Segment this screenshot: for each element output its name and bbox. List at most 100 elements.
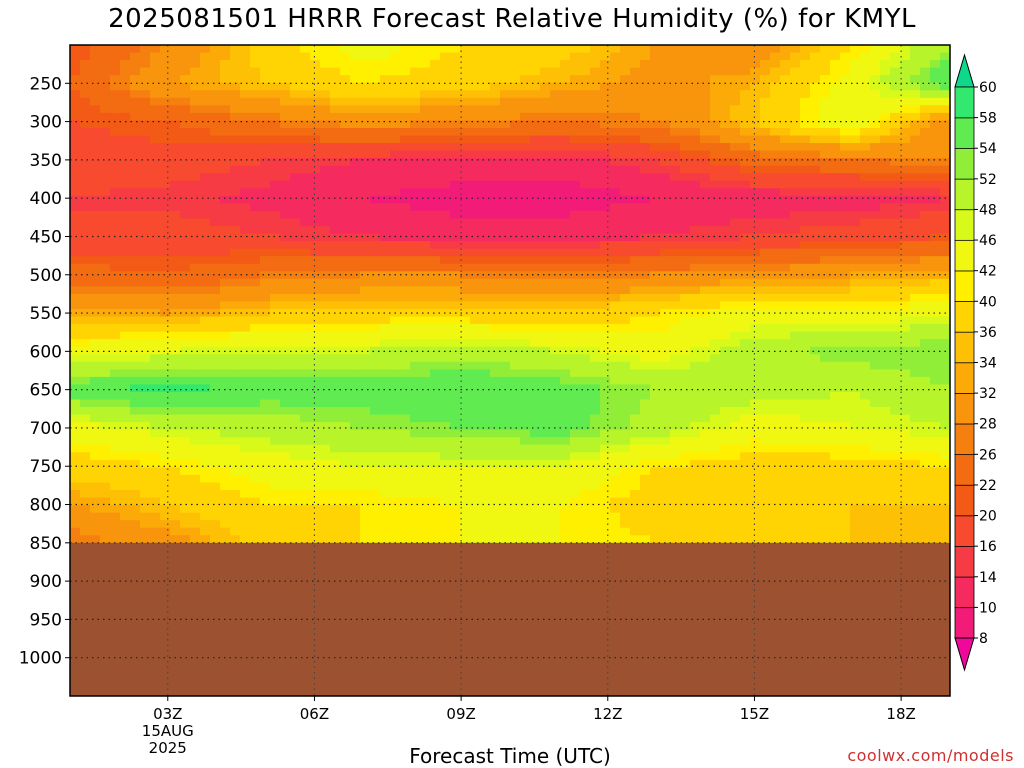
heat-cell (890, 203, 901, 212)
heat-cell (710, 120, 721, 129)
heat-cell (540, 150, 551, 159)
heat-cell (710, 339, 721, 348)
heat-cell (880, 354, 891, 363)
heat-cell (800, 361, 811, 370)
heat-cell (750, 226, 761, 235)
heat-cell (940, 339, 950, 348)
heat-cell (370, 256, 381, 265)
heat-cell (660, 233, 671, 242)
heat-cell (170, 256, 181, 265)
heat-cell (530, 331, 541, 340)
heat-cell (720, 324, 731, 333)
heat-cell (130, 218, 141, 227)
heat-cell (240, 399, 251, 408)
heat-cell (650, 180, 661, 189)
heat-cell (160, 376, 171, 386)
heat-cell (550, 331, 561, 340)
heat-cell (390, 293, 401, 303)
heat-cell (790, 218, 801, 227)
heat-cell (330, 444, 341, 453)
heat-cell (380, 150, 391, 159)
heat-cell (260, 60, 271, 69)
heat-cell (610, 218, 621, 227)
heat-cell (210, 248, 221, 257)
heat-cell (620, 210, 631, 220)
heat-cell (420, 422, 431, 431)
heat-cell (460, 105, 471, 114)
heat-cell (70, 120, 81, 129)
heat-cell (70, 361, 81, 370)
heat-cell (900, 286, 911, 295)
heat-cell (460, 354, 471, 363)
heat-cell (810, 233, 821, 242)
heat-cell (140, 286, 151, 295)
heat-cell (570, 233, 581, 242)
heat-cell (710, 361, 721, 370)
heat-cell (790, 286, 801, 295)
heat-cell (690, 316, 701, 325)
heat-cell (740, 150, 751, 159)
heat-cell (750, 173, 761, 182)
heat-cell (850, 369, 861, 378)
heat-cell (230, 226, 241, 235)
heat-cell (620, 437, 631, 446)
heat-cell (910, 384, 921, 393)
heat-cell (650, 143, 661, 152)
heat-cell (740, 97, 751, 106)
heat-cell (90, 467, 101, 476)
heat-cell (850, 324, 861, 333)
heat-cell (800, 263, 811, 272)
heat-cell (830, 143, 841, 152)
heat-cell (340, 120, 351, 129)
heat-cell (100, 271, 111, 280)
heat-cell (150, 241, 161, 250)
heat-cell (780, 316, 791, 325)
heat-cell (110, 158, 121, 167)
heat-cell (200, 316, 211, 325)
heat-cell (900, 384, 911, 393)
heat-cell (750, 67, 761, 76)
heat-cell (280, 459, 291, 468)
heat-cell (450, 135, 461, 144)
heat-cell (600, 407, 611, 416)
heat-cell (280, 165, 291, 174)
heat-cell (80, 45, 91, 54)
heat-cell (420, 158, 431, 167)
heat-cell (840, 135, 851, 144)
heat-cell (520, 45, 531, 54)
heat-cell (620, 135, 631, 144)
heat-cell (890, 90, 901, 99)
heat-cell (470, 354, 481, 363)
heat-cell (750, 203, 761, 212)
heat-cell (220, 97, 231, 106)
heat-cell (420, 354, 431, 363)
heat-cell (400, 82, 411, 91)
heat-cell (250, 271, 261, 280)
heat-cell (860, 369, 871, 378)
heat-cell (640, 188, 651, 197)
heat-cell (70, 226, 81, 235)
heat-cell (920, 180, 931, 189)
heat-cell (560, 158, 571, 167)
heat-cell (280, 429, 291, 438)
heat-cell (80, 444, 91, 453)
heat-cell (310, 429, 321, 438)
heat-cell (740, 75, 751, 84)
heat-cell (430, 459, 441, 468)
heat-cell (770, 60, 781, 69)
heat-cell (560, 143, 571, 152)
heat-cell (140, 376, 151, 386)
heat-cell (220, 316, 231, 325)
heat-cell (770, 263, 781, 272)
heat-cell (90, 331, 101, 340)
heat-cell (850, 203, 861, 212)
heat-cell (440, 467, 451, 476)
heat-cell (100, 90, 111, 99)
heat-cell (380, 271, 391, 280)
heat-cell (630, 97, 641, 106)
heat-cell (580, 127, 591, 137)
chart-title: 2025081501 HRRR Forecast Relative Humidi… (108, 4, 916, 34)
heat-cell (850, 459, 861, 468)
heat-cell (220, 226, 231, 235)
heat-cell (670, 339, 681, 348)
